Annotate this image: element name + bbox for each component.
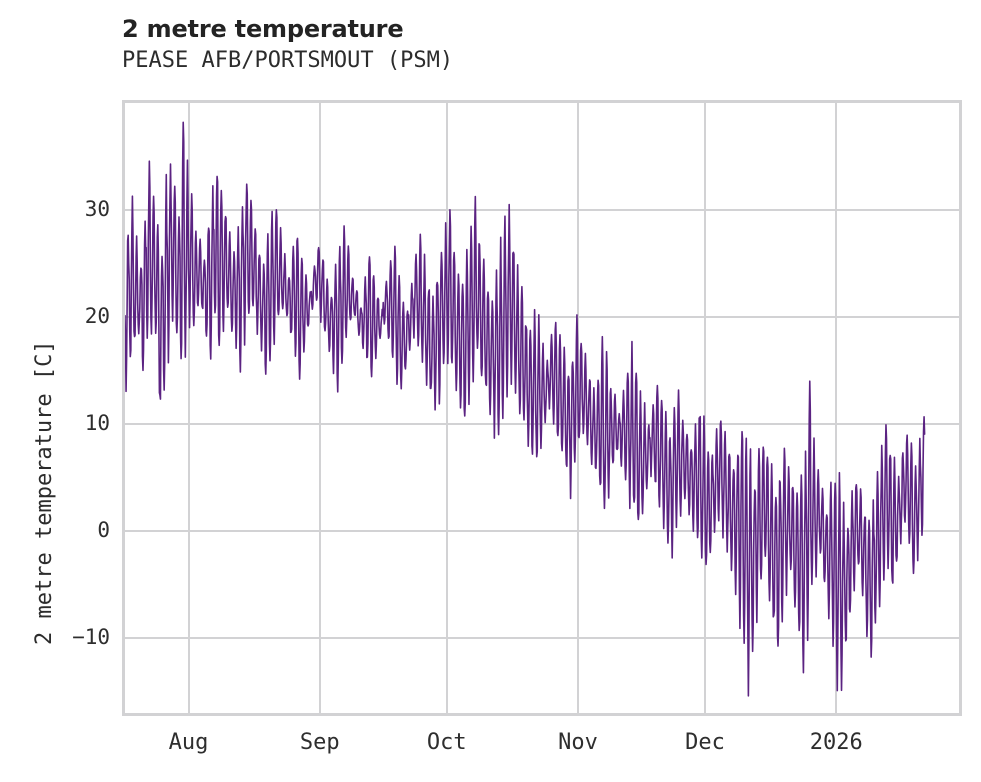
plot-area [122,100,962,716]
temperature-series [125,121,926,697]
y-axis-label: 2 metre temperature [C] [32,340,57,645]
gridline-x-2 [445,103,448,713]
chart-subtitle: PEASE AFB/PORTSMOUT (PSM) [122,48,454,73]
y-tick-label-minus10: −10 [72,625,110,650]
gridline-y-3 [125,530,959,533]
y-tick-label-10: 10 [84,411,110,436]
x-tick-label-2026: 2026 [809,730,863,755]
x-tick-label-nov: Nov [558,730,598,755]
x-tick-label-oct: Oct [426,730,467,755]
title-block: 2 metre temperature PEASE AFB/PORTSMOUT … [122,14,962,76]
gridline-y-4 [125,637,959,640]
y-tick-label-30: 30 [84,197,110,222]
gridline-y-1 [125,316,959,319]
x-tick-label-dec: Dec [685,730,725,755]
gridline-x-4 [703,103,706,713]
gridline-x-5 [835,103,838,713]
page-title: 2 metre temperature [122,15,404,43]
y-tick-label-0: 0 [97,518,110,543]
y-axis-label-container: 2 metre temperature [C] [0,0,57,782]
plot-inner [125,103,959,713]
x-tick-label-aug: Aug [168,730,209,755]
temperature-line [125,121,926,697]
gridline-x-1 [318,103,321,713]
gridline-x-0 [187,103,190,713]
x-tick-label-sep: Sep [299,730,340,755]
gridline-y-0 [125,209,959,212]
y-tick-label-20: 20 [84,304,110,329]
